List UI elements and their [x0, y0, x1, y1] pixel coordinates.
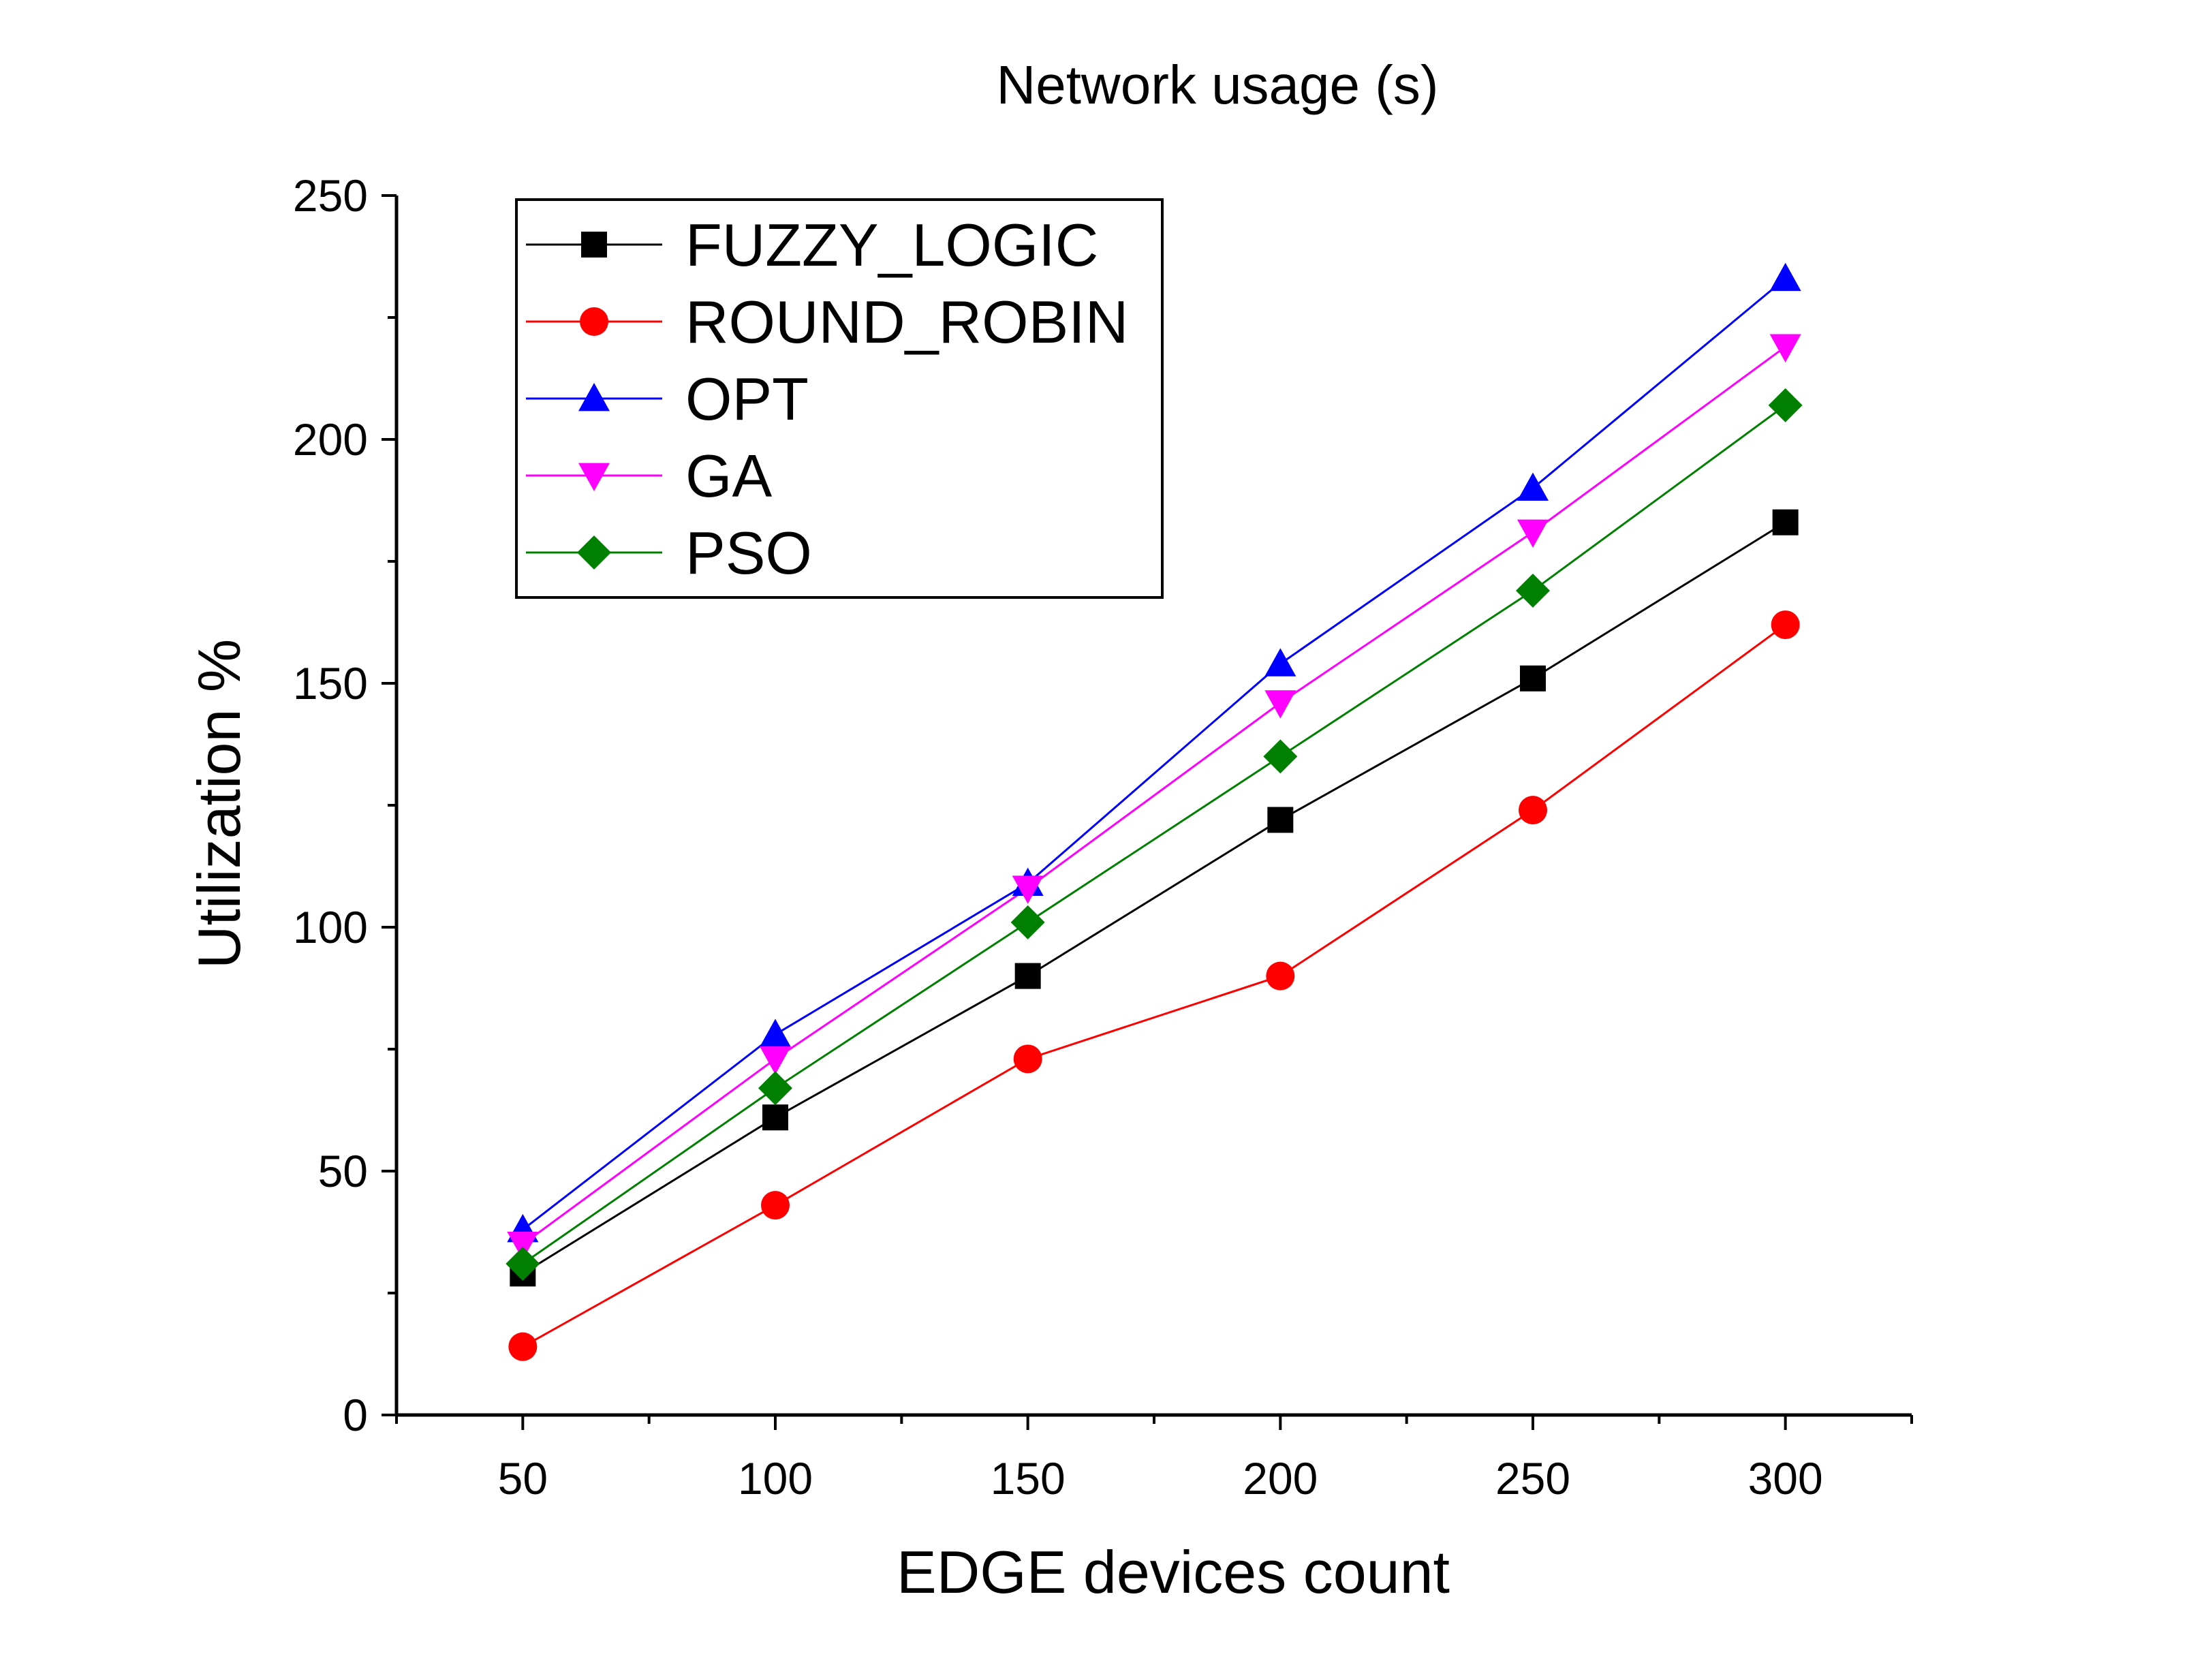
x-tick-label: 250 — [1495, 1453, 1570, 1504]
data-point-pso — [1768, 388, 1803, 422]
data-point-ga — [1769, 334, 1801, 362]
data-point-pso — [1263, 739, 1298, 774]
x-tick-label: 50 — [498, 1453, 548, 1504]
y-axis-label: Utilization % — [185, 639, 253, 969]
plot-area — [506, 262, 1803, 1361]
data-point-ga — [507, 1232, 539, 1260]
data-point-pso — [506, 1247, 540, 1281]
legend-label-round-robin: ROUND_ROBIN — [685, 288, 1128, 356]
legend-label-ga: GA — [685, 442, 772, 510]
legend-marker-round-robin — [580, 307, 608, 336]
data-point-opt — [1517, 472, 1549, 501]
data-point-opt — [760, 1018, 791, 1047]
x-axis-label: EDGE devices count — [897, 1538, 1450, 1606]
data-point-ga — [1264, 690, 1296, 719]
data-point-ga — [760, 1046, 791, 1075]
data-point-pso — [758, 1071, 792, 1106]
y-tick-label: 50 — [318, 1146, 368, 1196]
y-tick-label: 0 — [343, 1390, 368, 1440]
data-point-pso — [1010, 905, 1045, 939]
data-point-ga — [1517, 519, 1549, 548]
data-point-round-robin — [1013, 1044, 1042, 1074]
series-line-round-robin — [522, 623, 1786, 1348]
legend-marker-fuzzy-logic — [581, 232, 607, 258]
y-tick-label: 200 — [293, 414, 368, 465]
data-point-fuzzy-logic — [1772, 509, 1799, 535]
series-line-pso — [522, 404, 1786, 1265]
data-point-fuzzy-logic — [1520, 665, 1546, 691]
series-line-opt — [522, 277, 1786, 1231]
legend-label-fuzzy-logic: FUZZY_LOGIC — [685, 211, 1098, 279]
data-point-pso — [1516, 573, 1550, 608]
data-point-round-robin — [1519, 796, 1547, 825]
data-point-fuzzy-logic — [1014, 963, 1041, 989]
legend-marker-pso — [577, 535, 611, 570]
legend-marker-ga — [578, 463, 610, 491]
data-point-opt — [1769, 262, 1801, 292]
data-point-fuzzy-logic — [1267, 807, 1294, 833]
series-line-ga — [522, 345, 1786, 1245]
legend-marker-opt — [578, 383, 610, 411]
x-tick-label: 300 — [1748, 1453, 1823, 1504]
legend: FUZZY_LOGIC ROUND_ROBIN OPT GA PSO — [515, 198, 1164, 599]
y-tick-label: 100 — [293, 902, 368, 952]
legend-label-pso: PSO — [685, 519, 812, 587]
legend-label-opt: OPT — [685, 365, 809, 433]
y-tick-label: 150 — [293, 658, 368, 709]
data-point-opt — [1264, 648, 1296, 676]
data-point-ga — [1012, 875, 1044, 904]
series-line-fuzzy-logic — [522, 521, 1786, 1275]
x-tick-label: 100 — [738, 1453, 813, 1504]
data-point-fuzzy-logic — [762, 1104, 788, 1131]
data-point-round-robin — [761, 1191, 790, 1220]
axes: 50 100 150 200 250 300 0 50 100 150 200 250 — [293, 170, 1913, 1504]
data-point-round-robin — [508, 1332, 538, 1361]
data-point-round-robin — [1771, 610, 1800, 640]
x-tick-label: 150 — [991, 1453, 1066, 1504]
x-tick-label: 200 — [1243, 1453, 1318, 1504]
data-point-round-robin — [1266, 961, 1295, 991]
chart-title: Network usage (s) — [996, 55, 1438, 115]
y-tick-label: 250 — [293, 170, 368, 221]
